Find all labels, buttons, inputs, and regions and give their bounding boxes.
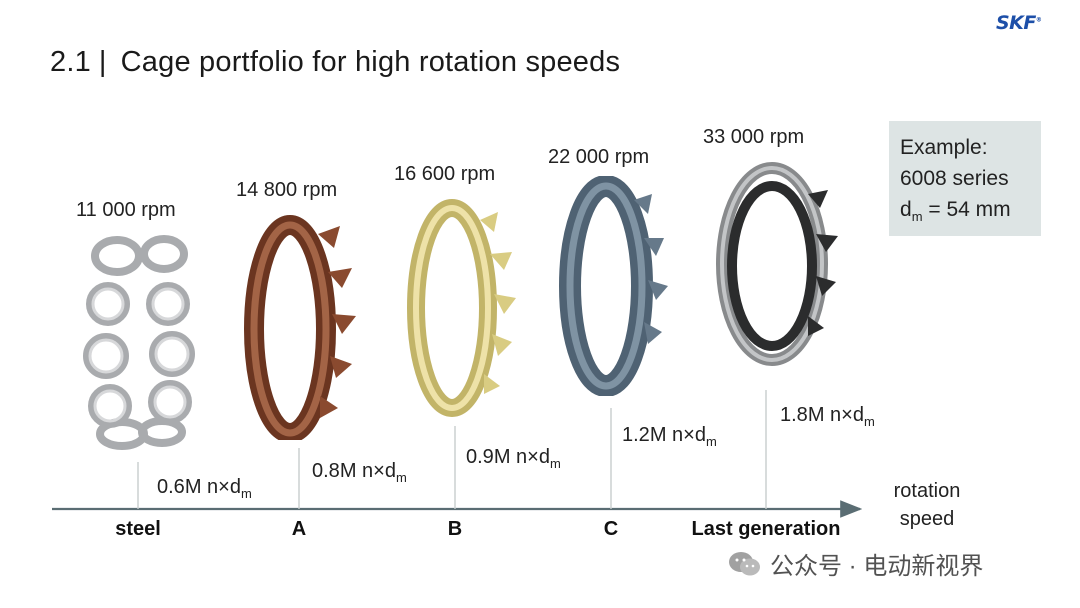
speed-sub-c: m [705, 434, 717, 449]
page-title: 2.1 | Cage portfolio for high rotation spe… [50, 46, 620, 79]
cage-last-generation-image [716, 162, 838, 366]
steel-cage-image [83, 235, 195, 450]
axis-label-line1: rotation [893, 480, 961, 502]
speed-step-last-generation: 1.8M n×dm [780, 404, 875, 429]
speed-unit-a: M n×d [339, 460, 396, 482]
speed-unit-c: M n×d [649, 424, 706, 446]
rpm-label-b: 16 600 rpm [394, 163, 496, 185]
speed-step-steel: 0.6M n×dm [157, 476, 252, 501]
axis-label: rotation speed [884, 477, 970, 533]
watermark: 公众号 · 电动新视界 [728, 546, 983, 581]
axis-label-line2: speed [899, 508, 955, 530]
cage-c-image [559, 176, 668, 396]
speed-value-b: 0.9 [466, 446, 494, 468]
speed-step-b: 0.9M n×dm [466, 446, 561, 471]
example-dm-value: = 54 mm [922, 198, 1011, 221]
rpm-label-steel: 11 000 rpm [76, 199, 176, 221]
rpm-label-last-generation: 33 000 rpm [703, 126, 805, 148]
category-a: A [291, 518, 307, 540]
speed-value-steel: 0.6 [157, 476, 185, 498]
rpm-label-c: 22 000 rpm [548, 146, 650, 168]
brand-mark: ® [1035, 16, 1042, 24]
speed-step-a: 0.8M n×dm [312, 460, 407, 485]
category-b: B [447, 518, 463, 540]
speed-unit-last-generation: M n×d [807, 404, 864, 426]
example-dm-symbol: d [900, 198, 912, 221]
rpm-label-a: 14 800 rpm [236, 179, 338, 201]
category-last-generation: Last generation [691, 518, 841, 540]
title-text: Cage portfolio for high rotation speeds [120, 46, 621, 78]
wechat-icon [729, 551, 760, 575]
cage-b-image [407, 199, 516, 417]
speed-step-c: 1.2M n×dm [622, 424, 717, 449]
speed-value-last-generation: 1.8 [780, 404, 808, 426]
example-box: Example: 6008 series dm = 54 mm [889, 121, 1041, 236]
speed-sub-a: m [395, 470, 407, 485]
speed-sub-last-generation: m [863, 414, 875, 429]
title-separator: | [98, 46, 107, 78]
skf-logo: SKF® [996, 12, 1042, 34]
brand-name: SKF [996, 12, 1036, 34]
example-dm: dm = 54 mm [900, 194, 1041, 232]
cage-a-image [244, 215, 356, 440]
speed-unit-b: M n×d [493, 446, 550, 468]
category-c: C [603, 518, 619, 540]
speed-sub-steel: m [240, 486, 252, 501]
example-title: Example: [900, 136, 988, 159]
speed-unit-steel: M n×d [184, 476, 241, 498]
speed-value-c: 1.2 [622, 424, 650, 446]
speed-value-a: 0.8 [312, 460, 340, 482]
watermark-text: 公众号 · 电动新视界 [770, 553, 984, 580]
example-series: 6008 series [900, 167, 1009, 190]
speed-sub-b: m [549, 456, 561, 471]
example-dm-sub: m [911, 209, 923, 225]
section-number: 2.1 [50, 46, 91, 78]
category-steel: steel [115, 518, 161, 540]
